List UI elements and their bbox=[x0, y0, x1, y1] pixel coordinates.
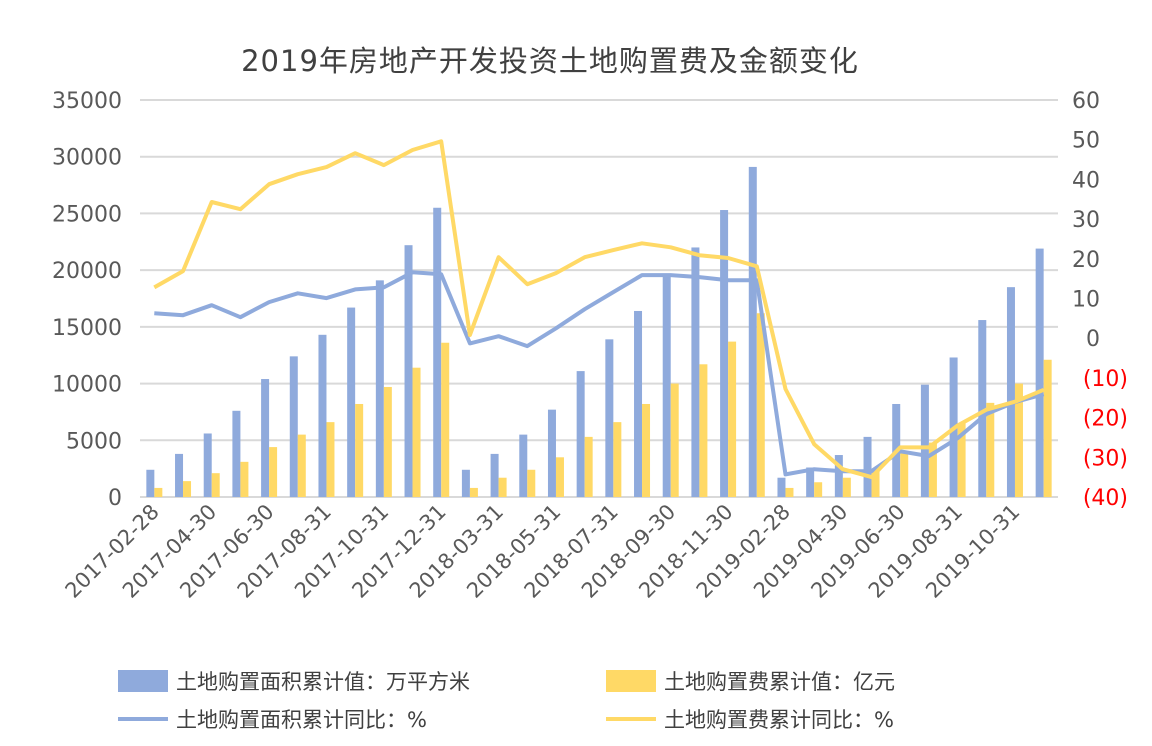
y-right-tick-label: 40 bbox=[1072, 168, 1100, 193]
legend-item-area-value: 土地购置面积累计值：万平方米 bbox=[118, 666, 470, 696]
bar-fee bbox=[584, 436, 593, 497]
bar-fee bbox=[842, 477, 851, 497]
bar-fee bbox=[412, 367, 421, 497]
bar-fee bbox=[814, 482, 823, 497]
y-right-tick-label: (30) bbox=[1083, 446, 1128, 471]
bar-area bbox=[834, 455, 843, 497]
bar-fee bbox=[297, 434, 306, 497]
bar-fee bbox=[728, 341, 737, 497]
line-area-yoy bbox=[154, 270, 1045, 477]
bar-fee bbox=[211, 473, 220, 497]
y-left-tick-label: 35000 bbox=[52, 89, 122, 114]
bar-fee bbox=[670, 383, 679, 497]
bar-fee bbox=[240, 461, 249, 497]
legend-item-fee-yoy: 土地购置费累计同比：% bbox=[606, 704, 894, 734]
bar-fee bbox=[154, 487, 163, 497]
bar-fee bbox=[957, 423, 966, 497]
y-left-tick-label: 15000 bbox=[52, 316, 122, 341]
bar-fee bbox=[498, 477, 507, 497]
bar-area bbox=[777, 477, 786, 497]
bar-area bbox=[978, 320, 987, 497]
bar-area bbox=[662, 274, 671, 497]
bar-area bbox=[490, 453, 499, 497]
legend-label: 土地购置费累计同比：% bbox=[664, 708, 894, 732]
bar-area bbox=[318, 334, 327, 497]
y-left-tick-label: 30000 bbox=[52, 146, 122, 171]
bar-fee bbox=[555, 457, 564, 497]
y-left-tick-label: 20000 bbox=[52, 259, 122, 284]
y-right-tick-label: 0 bbox=[1086, 327, 1100, 352]
bar-fee bbox=[871, 469, 880, 497]
bar-area bbox=[461, 469, 470, 497]
bar-area bbox=[547, 409, 556, 497]
y-left-tick-label: 10000 bbox=[52, 373, 122, 398]
bar-area bbox=[1035, 248, 1044, 497]
bar-area bbox=[806, 467, 815, 497]
bar-fee bbox=[785, 487, 794, 497]
y-right-tick-label: 30 bbox=[1072, 208, 1100, 233]
y-left-tick-label: 0 bbox=[108, 486, 122, 511]
y-right-tick-label: 20 bbox=[1072, 248, 1100, 273]
legend-label: 土地购置面积累计同比：% bbox=[176, 708, 427, 732]
legend-swatch-fee-value bbox=[606, 670, 656, 692]
bar-fee bbox=[269, 447, 278, 497]
y-right-tick-label: 60 bbox=[1072, 89, 1100, 114]
bar-area bbox=[691, 247, 700, 497]
y-right-tick-label: (40) bbox=[1083, 486, 1128, 511]
legend-label: 土地购置费累计值：亿元 bbox=[664, 670, 895, 694]
chart-title: 2019年房地产开发投资土地购置费及金额变化 bbox=[241, 44, 859, 78]
bar-area bbox=[261, 379, 270, 497]
legend-swatch-fee-yoy bbox=[606, 717, 656, 721]
bar-area bbox=[232, 410, 241, 497]
legend-swatch-area-yoy bbox=[118, 717, 168, 721]
y-right-tick-label: 50 bbox=[1072, 129, 1100, 154]
bar-area bbox=[605, 339, 614, 497]
bar-fee bbox=[527, 469, 536, 497]
bar-fee bbox=[928, 442, 937, 497]
bar-fee bbox=[1014, 383, 1023, 497]
bar-area bbox=[203, 433, 212, 497]
bar-fee bbox=[756, 313, 765, 497]
line-fee-yoy bbox=[153, 139, 1045, 480]
bar-fee bbox=[642, 403, 651, 497]
bar-area bbox=[576, 371, 585, 497]
bar-area bbox=[289, 356, 298, 497]
bar-fee bbox=[355, 403, 364, 497]
bar-area bbox=[175, 453, 184, 497]
bar-area bbox=[748, 166, 757, 497]
y-left-tick-label: 25000 bbox=[52, 202, 122, 227]
bar-fee bbox=[1043, 359, 1052, 497]
bar-area bbox=[720, 210, 729, 498]
bar-fee bbox=[613, 422, 622, 497]
bar-fee bbox=[441, 342, 450, 497]
bar-fee bbox=[326, 422, 335, 497]
bar-area bbox=[433, 207, 442, 497]
y-right-tick-label: (20) bbox=[1083, 407, 1128, 432]
bar-area bbox=[634, 310, 643, 497]
bar-area bbox=[375, 280, 384, 497]
bar-fee bbox=[469, 487, 478, 497]
y-right-tick-label: 10 bbox=[1072, 288, 1100, 313]
bar-fee bbox=[699, 364, 708, 497]
legend-item-fee-value: 土地购置费累计值：亿元 bbox=[606, 666, 895, 696]
bar-area bbox=[146, 469, 155, 497]
bar-area bbox=[347, 307, 356, 497]
y-right-tick-label: (10) bbox=[1083, 367, 1128, 392]
legend-item-area-yoy: 土地购置面积累计同比：% bbox=[118, 704, 427, 734]
bar-area bbox=[920, 384, 929, 497]
bar-area bbox=[1006, 287, 1015, 497]
y-left-tick-label: 5000 bbox=[66, 429, 122, 454]
bar-fee bbox=[183, 481, 192, 497]
legend-label: 土地购置面积累计值：万平方米 bbox=[176, 670, 470, 694]
bar-fee bbox=[383, 386, 392, 497]
bar-area bbox=[519, 434, 528, 497]
bar-area bbox=[404, 245, 413, 497]
bar-area bbox=[863, 436, 872, 497]
bar-fee bbox=[900, 451, 909, 497]
bar-fee bbox=[986, 402, 995, 497]
legend-swatch-area-value bbox=[118, 670, 168, 692]
